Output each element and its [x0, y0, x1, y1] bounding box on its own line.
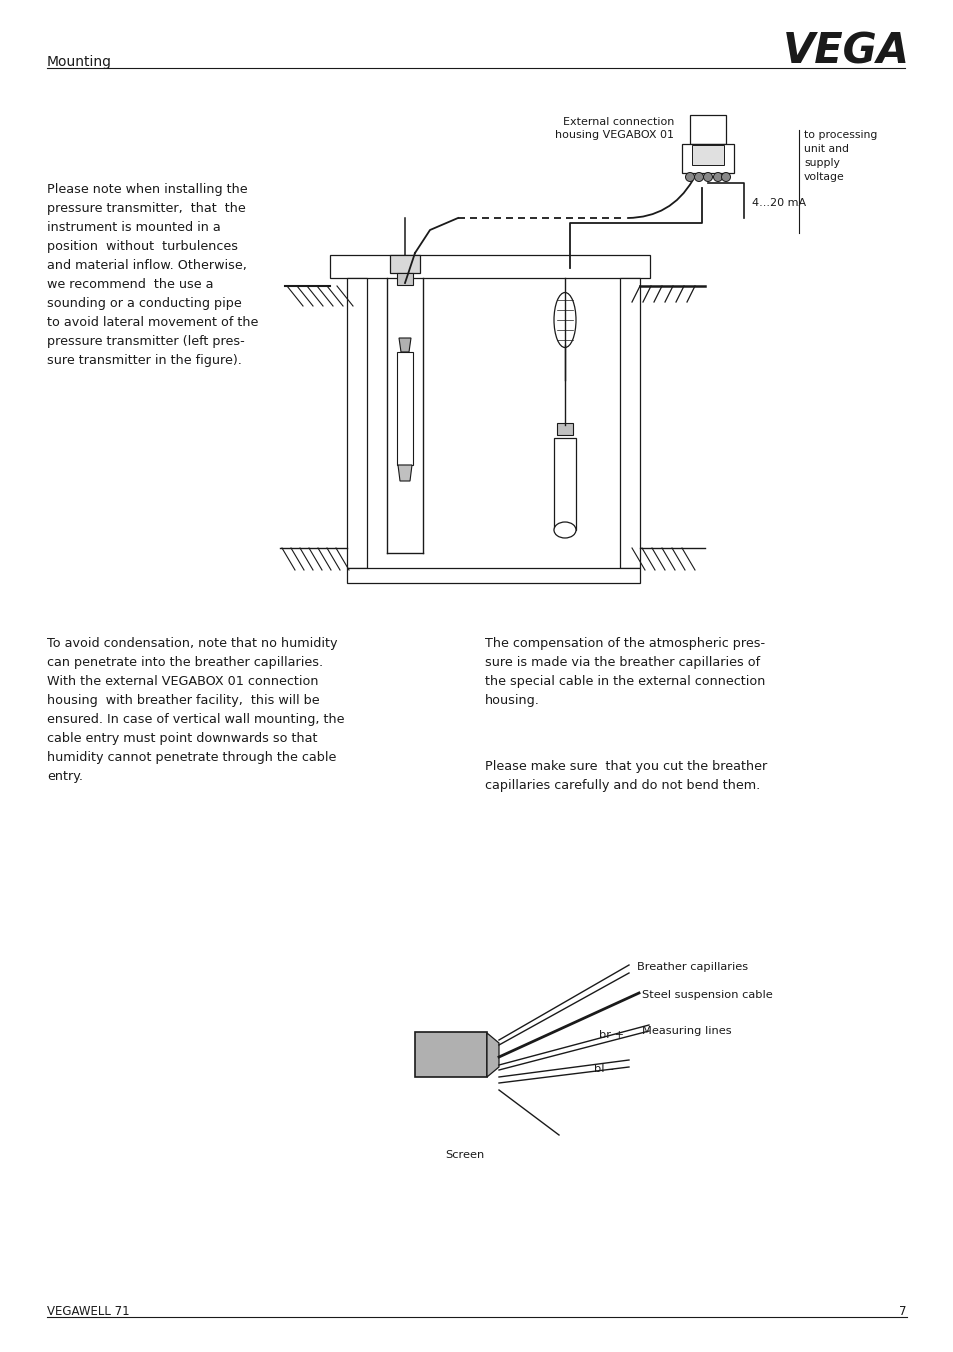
Text: Measuring lines: Measuring lines: [641, 1026, 731, 1036]
Text: Mounting: Mounting: [47, 55, 112, 69]
Bar: [347, 279, 367, 568]
Text: External connection
housing VEGABOX 01: External connection housing VEGABOX 01: [555, 118, 673, 141]
Text: Please make sure  that you cut the breather
capillaries carefully and do not ben: Please make sure that you cut the breath…: [484, 760, 766, 792]
Text: VEGA: VEGA: [782, 30, 909, 72]
Bar: [691, 145, 723, 165]
Ellipse shape: [554, 292, 576, 347]
Bar: [619, 279, 639, 568]
Polygon shape: [398, 338, 411, 352]
Bar: [396, 352, 413, 465]
Text: To avoid condensation, note that no humidity
can penetrate into the breather cap: To avoid condensation, note that no humi…: [47, 637, 344, 783]
Bar: [390, 256, 419, 273]
Bar: [347, 568, 639, 583]
Bar: [396, 273, 413, 285]
Text: br +: br +: [598, 1030, 623, 1040]
Text: Screen: Screen: [444, 1151, 484, 1160]
Text: VEGAWELL 71: VEGAWELL 71: [47, 1305, 130, 1318]
Text: bl –: bl –: [594, 1064, 613, 1073]
Circle shape: [702, 173, 712, 181]
Text: Breather capillaries: Breather capillaries: [637, 963, 747, 972]
Text: 7: 7: [899, 1305, 906, 1318]
Text: Please note when installing the
pressure transmitter,  that  the
instrument is m: Please note when installing the pressure…: [47, 183, 258, 366]
Text: The compensation of the atmospheric pres-
sure is made via the breather capillar: The compensation of the atmospheric pres…: [484, 637, 764, 707]
Bar: [554, 438, 576, 530]
Text: to processing
unit and
supply
voltage: to processing unit and supply voltage: [803, 130, 877, 183]
Circle shape: [694, 173, 702, 181]
Circle shape: [713, 173, 721, 181]
Bar: [681, 145, 733, 173]
Bar: [689, 115, 725, 145]
Text: Steel suspension cable: Steel suspension cable: [641, 990, 772, 1000]
Ellipse shape: [554, 522, 576, 538]
Polygon shape: [486, 1033, 498, 1078]
Bar: [415, 1032, 486, 1078]
Bar: [330, 256, 649, 279]
Circle shape: [720, 173, 730, 181]
Bar: [557, 423, 573, 435]
Polygon shape: [397, 465, 412, 481]
Circle shape: [685, 173, 694, 181]
Text: 4...20 mA: 4...20 mA: [751, 197, 805, 208]
